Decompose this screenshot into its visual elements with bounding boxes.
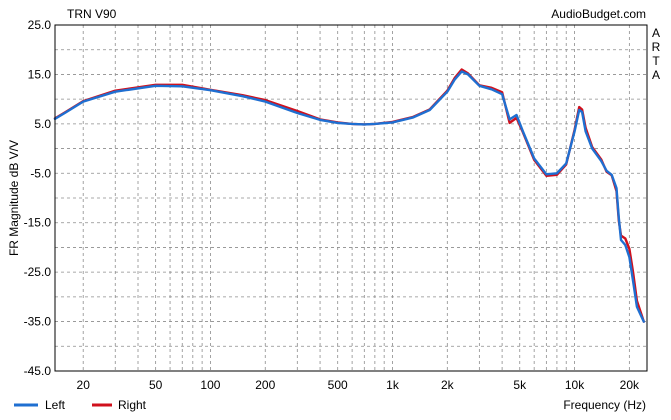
x-tick-label: 500 xyxy=(328,378,348,392)
x-tick-label: 2k xyxy=(441,378,455,392)
y-tick-labels: 25.0 15.0 5.0 -5.0 -15.0 -25.0 -35.0 -45.0 xyxy=(24,18,52,378)
y-tick-label: 25.0 xyxy=(28,18,52,32)
x-tick-label: 50 xyxy=(149,378,163,392)
x-tick-label: 1k xyxy=(386,378,400,392)
y-tick-label: -45.0 xyxy=(24,364,52,378)
x-tick-label: 5k xyxy=(513,378,527,392)
y-tick-label: 15.0 xyxy=(28,67,52,81)
x-tick-labels: 20 50 100 200 500 1k 2k 5k 10k 20k xyxy=(77,378,641,392)
legend: Left Right xyxy=(14,398,147,412)
side-letter: A xyxy=(651,68,660,82)
legend-right-label: Right xyxy=(118,398,147,412)
y-axis-label: FR Magnitude dB V/V xyxy=(7,140,21,256)
x-tick-label: 10k xyxy=(565,378,585,392)
watermark-label: AudioBudget.com xyxy=(551,7,646,21)
y-tick-label: -25.0 xyxy=(24,265,52,279)
plot-frame xyxy=(54,24,648,372)
arta-side-label: A R T A xyxy=(648,26,664,82)
y-tick-label: -15.0 xyxy=(24,216,52,230)
x-tick-label: 20k xyxy=(620,378,640,392)
side-letter: R xyxy=(651,40,661,54)
side-letter: T xyxy=(652,54,660,68)
y-tick-label: 5.0 xyxy=(34,117,51,131)
x-axis-label: Frequency (Hz) xyxy=(563,398,646,412)
legend-left-label: Left xyxy=(45,398,66,412)
x-tick-label: 100 xyxy=(200,378,220,392)
y-tick-label: -35.0 xyxy=(24,315,52,329)
series-line-left xyxy=(53,70,645,323)
x-tick-label: 200 xyxy=(255,378,275,392)
y-tick-label: -5.0 xyxy=(30,166,51,180)
x-tick-label: 20 xyxy=(77,378,91,392)
side-letter: A xyxy=(651,26,660,40)
series-lines xyxy=(53,68,645,323)
chart-title: TRN V90 xyxy=(67,7,117,21)
